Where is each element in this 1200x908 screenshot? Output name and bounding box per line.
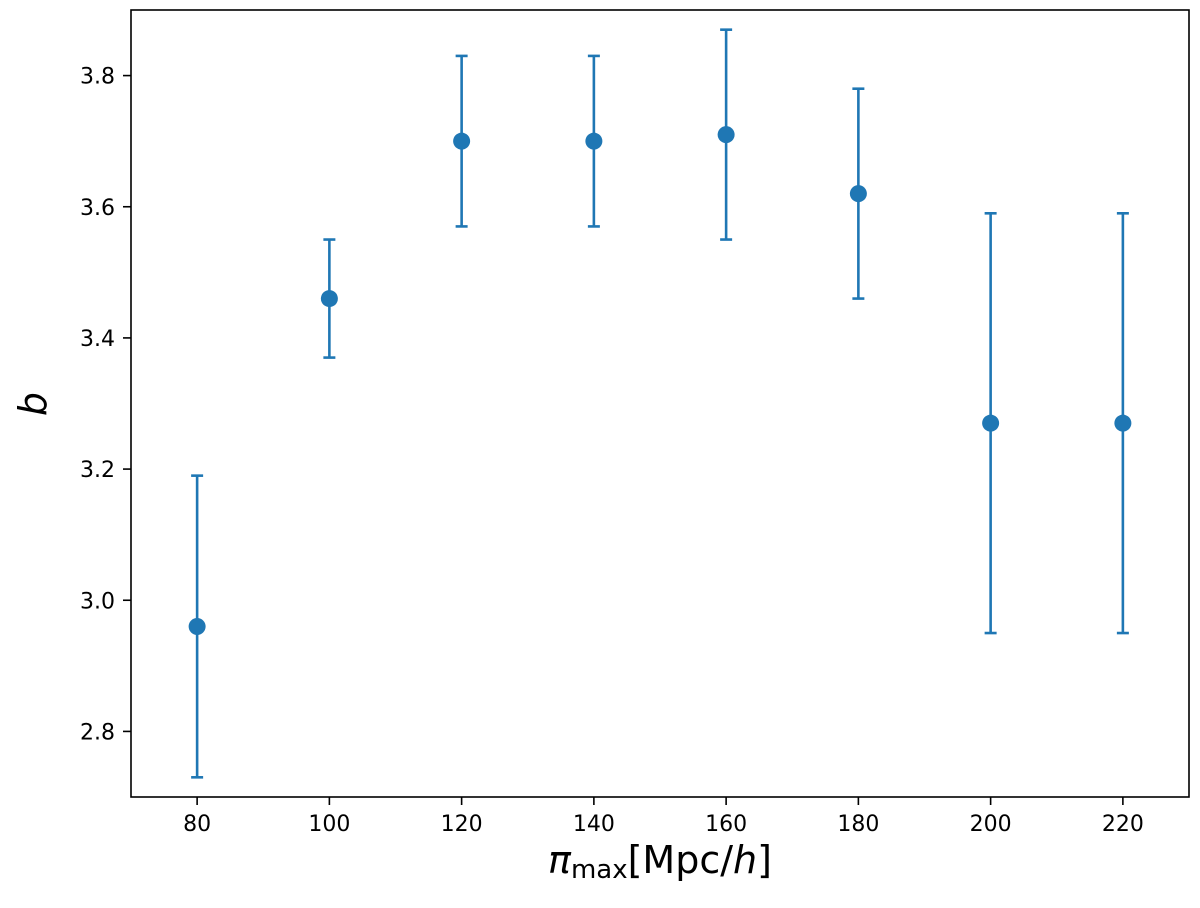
x-tick-label-220: 220 (1102, 812, 1144, 837)
x-tick-label-160: 160 (705, 812, 747, 837)
y-axis-ticks: 2.8 3.0 3.2 3.4 3.6 3.8 (80, 65, 131, 745)
data-marks (188, 28, 1132, 779)
data-point-120 (453, 54, 471, 228)
data-point-200 (982, 212, 1000, 635)
marker (717, 126, 735, 144)
marker (453, 132, 471, 150)
data-point-220 (1114, 212, 1132, 635)
marker (1114, 414, 1132, 432)
x-axis-ticks: 80 100 120 140 160 180 200 220 (183, 797, 1144, 837)
marker (188, 617, 206, 635)
data-point-100 (320, 238, 338, 359)
y-axis-label: b (11, 392, 55, 416)
data-point-160 (717, 28, 735, 241)
y-tick-label-3.4: 3.4 (80, 327, 115, 352)
x-tick-label-200: 200 (970, 812, 1012, 837)
marker (849, 185, 867, 203)
plot-area (131, 10, 1189, 797)
y-tick-label-3.6: 3.6 (80, 196, 115, 221)
x-tick-label-80: 80 (183, 812, 211, 837)
y-tick-label-3.2: 3.2 (80, 458, 115, 483)
x-tick-label-120: 120 (441, 812, 483, 837)
x-axis-label: πmax[Mpc/h] (548, 838, 772, 885)
y-tick-label-2.8: 2.8 (80, 720, 115, 745)
plot-frame (130, 9, 1190, 798)
x-tick-label-100: 100 (308, 812, 350, 837)
x-tick-label-180: 180 (837, 812, 879, 837)
data-point-140 (585, 54, 603, 228)
x-tick-label-140: 140 (573, 812, 615, 837)
data-point-80 (188, 474, 206, 779)
marker (320, 290, 338, 308)
marker (982, 414, 1000, 432)
y-tick-label-3.8: 3.8 (80, 65, 115, 90)
marker (585, 132, 603, 150)
data-point-180 (849, 87, 867, 300)
y-tick-label-3.0: 3.0 (80, 589, 115, 614)
